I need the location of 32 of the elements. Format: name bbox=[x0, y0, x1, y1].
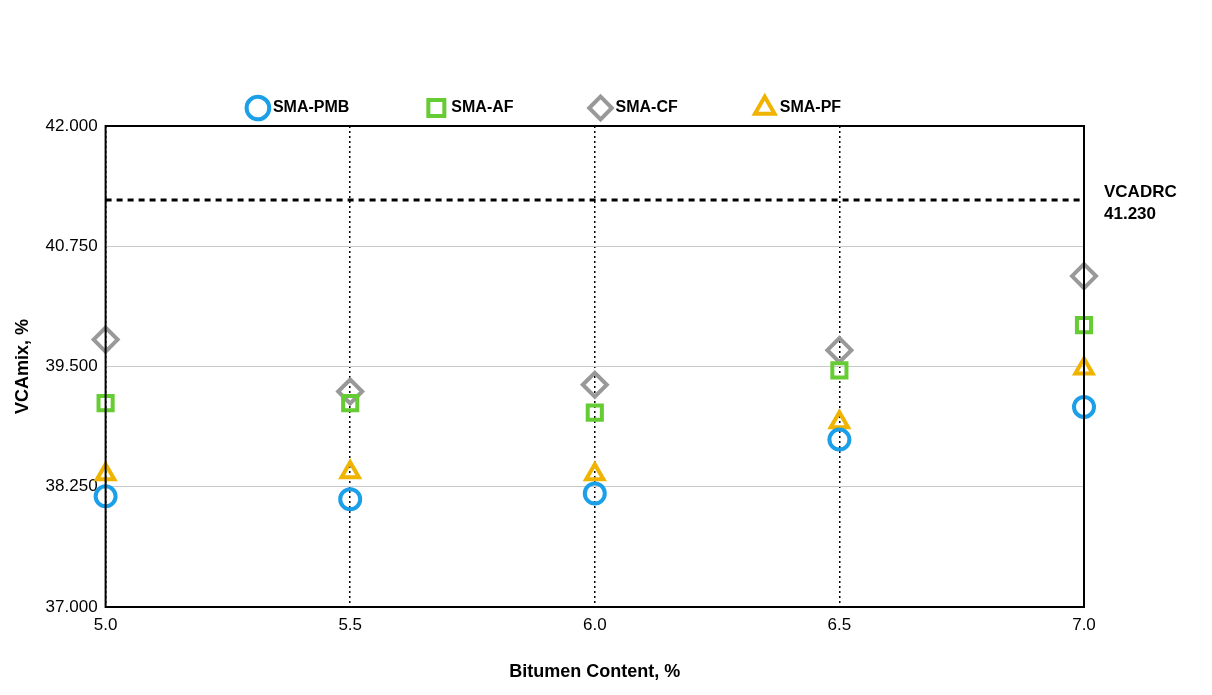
point bbox=[338, 487, 363, 512]
point bbox=[584, 462, 606, 482]
point bbox=[1072, 394, 1096, 419]
y-tick-label: 39.500 bbox=[45, 356, 98, 376]
point bbox=[1074, 316, 1094, 335]
y-axis-title: VCAmix, % bbox=[11, 318, 32, 415]
point bbox=[1070, 262, 1098, 291]
legend-label: SMA-CF bbox=[615, 98, 678, 116]
x-tick-label: 5.0 bbox=[93, 614, 118, 634]
x-axis-title: Bitumen Content, % bbox=[509, 661, 681, 682]
point bbox=[96, 393, 115, 413]
x-tick-label: 5.5 bbox=[338, 614, 363, 634]
legend-label: SMA-PF bbox=[779, 98, 842, 116]
legend-label: SMA-AF bbox=[451, 98, 514, 116]
x-tick-label: 7.0 bbox=[1072, 614, 1096, 634]
point bbox=[582, 481, 607, 506]
y-tick-label: 40.750 bbox=[45, 235, 98, 255]
x-tick-label: 6.0 bbox=[582, 614, 607, 634]
point bbox=[341, 393, 360, 413]
point bbox=[827, 427, 852, 452]
ref-line-label: VCADRC 41.230 bbox=[1104, 181, 1177, 223]
y-tick-label: 38.250 bbox=[45, 476, 98, 496]
point bbox=[91, 325, 120, 354]
y-tick-label: 37.000 bbox=[45, 596, 98, 616]
point bbox=[828, 410, 851, 430]
point bbox=[339, 460, 361, 480]
point bbox=[830, 361, 849, 380]
point bbox=[585, 403, 604, 422]
x-tick-label: 6.5 bbox=[827, 614, 852, 634]
y-tick-label: 42.000 bbox=[45, 115, 98, 135]
legend-label: SMA-PMB bbox=[272, 98, 350, 116]
point bbox=[580, 370, 609, 399]
